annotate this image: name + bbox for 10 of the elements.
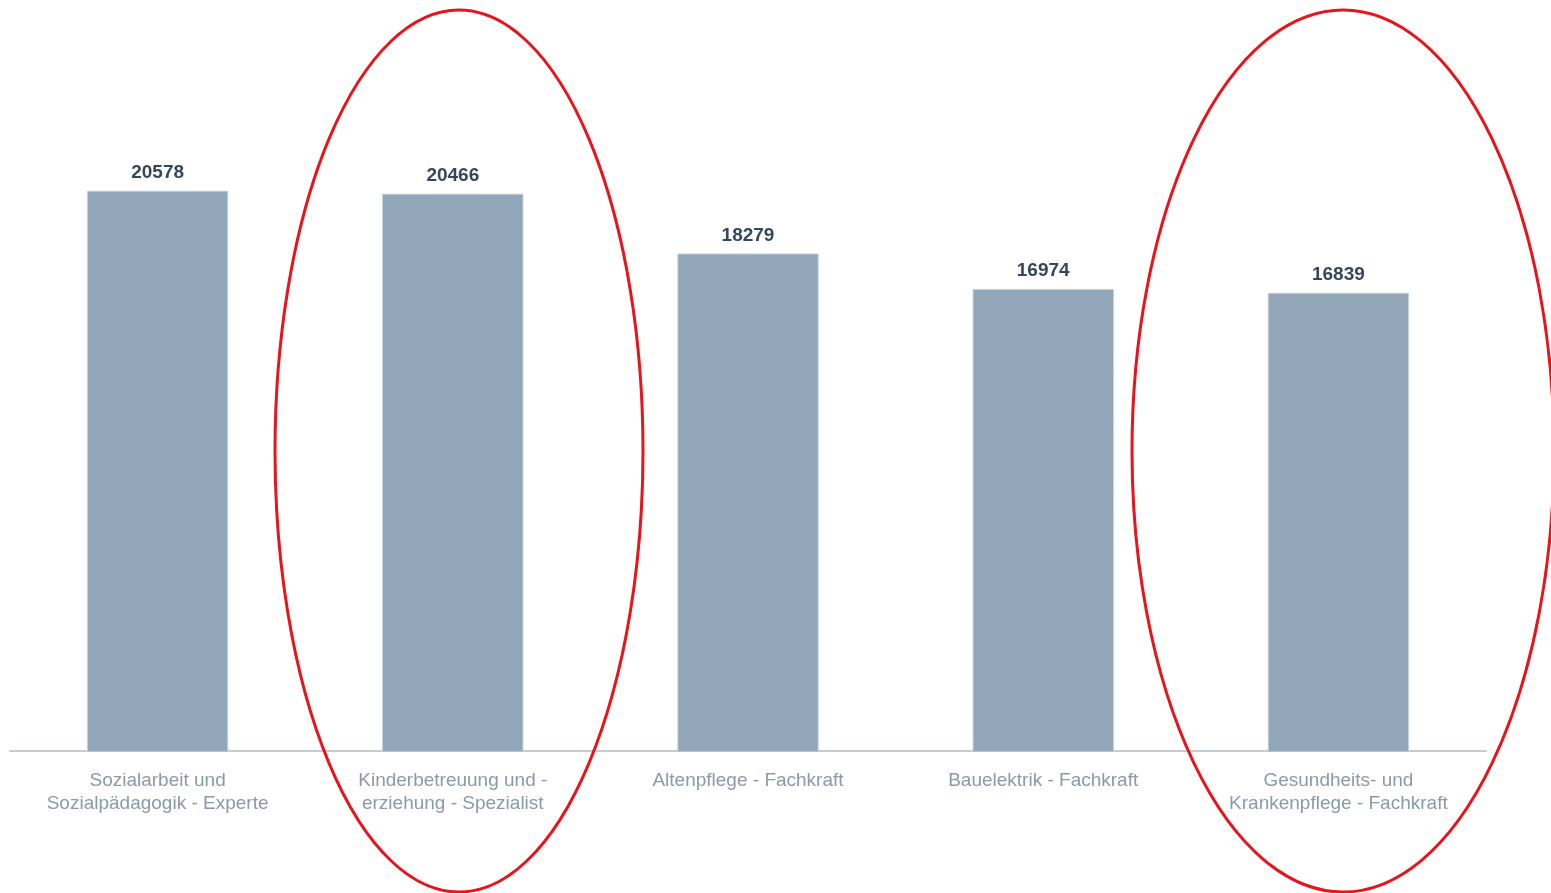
- data-label: 20466: [426, 164, 480, 186]
- data-label: 16974: [1016, 259, 1071, 281]
- x-tick-label: Kinderbetreuung und - erziehung - Spezialist: [358, 769, 548, 813]
- x-tick-label: Sozialarbeit und Sozialpädagogik - Experte: [46, 769, 269, 813]
- x-tick-label: Bauelektrik - Fachkraft: [948, 769, 1139, 791]
- x-tick-label: Altenpflege - Fachkraft: [652, 769, 845, 791]
- data-label: 18279: [721, 223, 775, 245]
- x-tick-label: Gesundheits- und Krankenpflege - Fachkraft: [1229, 769, 1449, 813]
- data-label: 16839: [1311, 263, 1365, 285]
- data-label: 20578: [131, 161, 185, 183]
